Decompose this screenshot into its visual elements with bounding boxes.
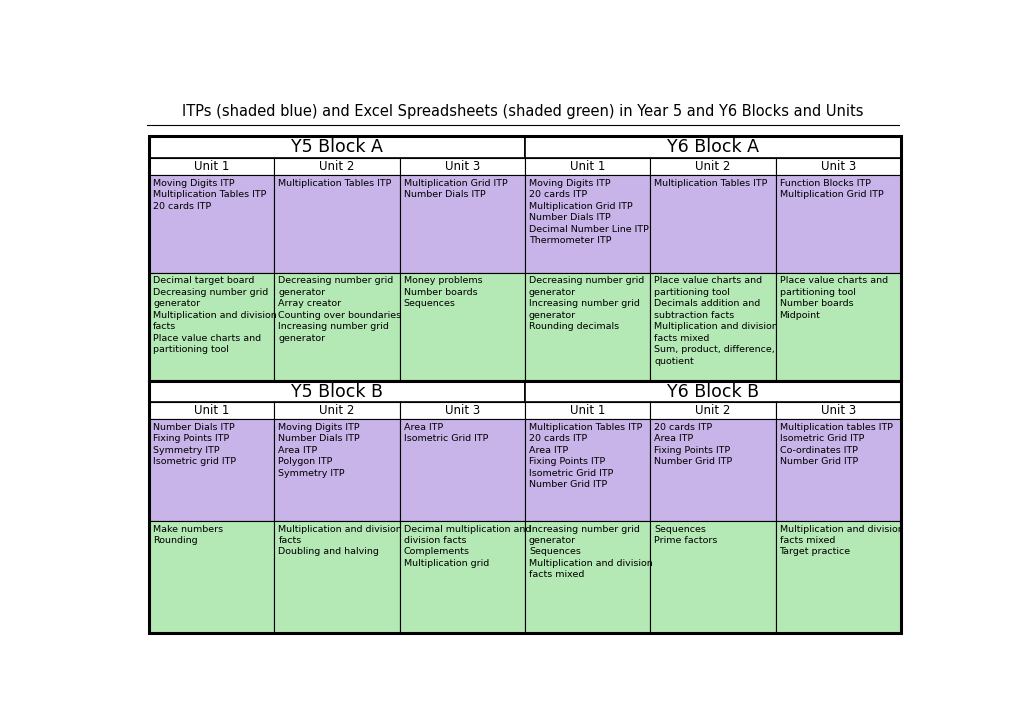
Bar [650,175,774,273]
Bar [650,521,774,633]
Text: Multiplication Tables ITP
20 cards ITP
Area ITP
Fixing Points ITP
Isometric Grid: Multiplication Tables ITP 20 cards ITP A… [529,423,642,489]
Text: Unit 2: Unit 2 [695,160,730,174]
Bar [525,137,900,158]
Text: Unit 2: Unit 2 [319,404,355,418]
Bar [149,273,274,381]
Text: Sequences
Prime factors: Sequences Prime factors [653,525,717,545]
Bar [525,402,650,419]
Text: Area ITP
Isometric Grid ITP: Area ITP Isometric Grid ITP [404,423,487,444]
Bar [149,137,900,381]
Text: Unit 1: Unit 1 [570,160,605,174]
Bar [149,137,525,158]
Text: Unit 3: Unit 3 [820,160,855,174]
Text: Increasing number grid
generator
Sequences
Multiplication and division
facts mix: Increasing number grid generator Sequenc… [529,525,652,580]
Text: Multiplication Grid ITP
Number Dials ITP: Multiplication Grid ITP Number Dials ITP [404,179,506,199]
Bar [274,419,399,521]
Bar [650,402,774,419]
Text: Unit 3: Unit 3 [444,404,480,418]
Bar [525,158,650,175]
Bar [650,419,774,521]
Text: Unit 1: Unit 1 [194,404,229,418]
Text: Make numbers
Rounding: Make numbers Rounding [153,525,223,545]
Bar [774,273,900,381]
Bar [149,175,274,273]
Text: Unit 3: Unit 3 [820,404,855,418]
Bar [149,402,274,419]
Text: Unit 3: Unit 3 [444,160,480,174]
Bar [274,521,399,633]
Text: Multiplication Tables ITP: Multiplication Tables ITP [653,179,767,188]
Text: Decimal target board
Decreasing number grid
generator
Multiplication and divisio: Decimal target board Decreasing number g… [153,276,276,354]
Bar [399,175,525,273]
Bar [525,521,650,633]
Text: Moving Digits ITP
Number Dials ITP
Area ITP
Polygon ITP
Symmetry ITP: Moving Digits ITP Number Dials ITP Area … [278,423,360,477]
Bar [525,175,650,273]
Bar [274,158,399,175]
Text: ITPs (shaded blue) and Excel Spreadsheets (shaded green) in Year 5 and Y6 Blocks: ITPs (shaded blue) and Excel Spreadsheet… [181,104,863,119]
Bar [399,158,525,175]
Bar [274,175,399,273]
Text: Multiplication Tables ITP: Multiplication Tables ITP [278,179,391,188]
Text: Number Dials ITP
Fixing Points ITP
Symmetry ITP
Isometric grid ITP: Number Dials ITP Fixing Points ITP Symme… [153,423,236,467]
Text: Decreasing number grid
generator
Increasing number grid
generator
Rounding decim: Decreasing number grid generator Increas… [529,276,644,331]
Bar [650,158,774,175]
Text: Y5 Block B: Y5 Block B [290,382,383,400]
Text: Y6 Block B: Y6 Block B [666,382,758,400]
Bar [525,273,650,381]
Bar [525,381,900,402]
Bar [149,419,274,521]
Bar [274,273,399,381]
Bar [399,402,525,419]
Bar [774,419,900,521]
Bar [774,521,900,633]
Text: Multiplication and division
facts
Doubling and halving: Multiplication and division facts Doubli… [278,525,401,557]
Bar [774,402,900,419]
Text: Unit 2: Unit 2 [319,160,355,174]
Bar [399,273,525,381]
Bar [149,521,274,633]
Text: 20 cards ITP
Area ITP
Fixing Points ITP
Number Grid ITP: 20 cards ITP Area ITP Fixing Points ITP … [653,423,732,467]
Text: Multiplication and division
facts mixed
Target practice: Multiplication and division facts mixed … [779,525,903,557]
Bar [149,381,900,633]
Bar [149,158,274,175]
Bar [274,402,399,419]
Text: Y5 Block A: Y5 Block A [290,138,383,156]
Bar [149,381,525,402]
Bar [774,175,900,273]
Text: Place value charts and
partitioning tool
Decimals addition and
subtraction facts: Place value charts and partitioning tool… [653,276,777,366]
Text: Unit 2: Unit 2 [695,404,730,418]
Bar [525,419,650,521]
Text: Function Blocks ITP
Multiplication Grid ITP: Function Blocks ITP Multiplication Grid … [779,179,882,199]
Text: Moving Digits ITP
20 cards ITP
Multiplication Grid ITP
Number Dials ITP
Decimal : Moving Digits ITP 20 cards ITP Multiplic… [529,179,648,245]
Text: Decimal multiplication and
division facts
Complements
Multiplication grid: Decimal multiplication and division fact… [404,525,531,568]
Text: Unit 1: Unit 1 [570,404,605,418]
Text: Unit 1: Unit 1 [194,160,229,174]
Text: Decreasing number grid
generator
Array creator
Counting over boundaries
Increasi: Decreasing number grid generator Array c… [278,276,401,343]
Text: Place value charts and
partitioning tool
Number boards
Midpoint: Place value charts and partitioning tool… [779,276,887,320]
Text: Y6 Block A: Y6 Block A [666,138,758,156]
Bar [399,419,525,521]
Text: Moving Digits ITP
Multiplication Tables ITP
20 cards ITP: Moving Digits ITP Multiplication Tables … [153,179,266,211]
Bar [399,521,525,633]
Bar [650,273,774,381]
Text: Multiplication tables ITP
Isometric Grid ITP
Co-ordinates ITP
Number Grid ITP: Multiplication tables ITP Isometric Grid… [779,423,892,467]
Text: Money problems
Number boards
Sequences: Money problems Number boards Sequences [404,276,482,308]
Bar [774,158,900,175]
